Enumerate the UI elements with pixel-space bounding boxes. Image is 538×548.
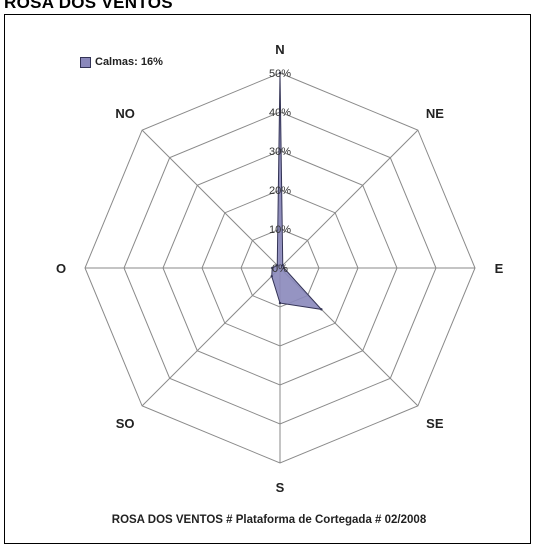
direction-label: E	[495, 261, 504, 276]
direction-label: N	[275, 42, 284, 57]
radial-tick-label: 50%	[269, 68, 291, 80]
radial-tick-label: 10%	[269, 224, 291, 236]
grid-spoke	[141, 129, 281, 269]
series-layer	[270, 71, 323, 311]
radial-tick-label: 20%	[269, 185, 291, 197]
direction-label: SE	[426, 416, 444, 431]
data-point	[278, 71, 282, 75]
grid-spoke	[279, 129, 419, 269]
direction-label: NO	[115, 106, 135, 121]
radial-tick-label: 30%	[269, 146, 291, 158]
grid-spoke	[141, 267, 281, 407]
data-point	[278, 301, 282, 305]
data-point	[271, 266, 274, 270]
legend-swatch	[80, 56, 91, 68]
data-point	[281, 264, 284, 267]
radial-tick-label: 40%	[269, 107, 291, 119]
data-point	[282, 266, 286, 270]
data-point	[320, 308, 323, 311]
chart-frame	[4, 14, 531, 544]
direction-label: NE	[426, 106, 444, 121]
radial-tick-labels: 0% 10% 20% 30% 40% 50%	[269, 68, 291, 275]
data-point	[270, 275, 273, 278]
direction-label: SO	[116, 416, 135, 431]
legend-label: Calmas: 16%	[95, 56, 163, 68]
chart-caption: ROSA DOS VENTOS # Plataforma de Cortegad…	[111, 514, 427, 526]
direction-label: S	[276, 480, 285, 495]
radial-tick-label: 0%	[272, 263, 288, 275]
direction-labels: N NE E SE S SO O NO	[56, 42, 504, 495]
legend: Calmas: 16%	[80, 56, 163, 68]
data-point	[276, 264, 279, 267]
direction-label: O	[56, 261, 66, 276]
chart-heading: ROSA DOS VENTOS	[4, 0, 173, 12]
